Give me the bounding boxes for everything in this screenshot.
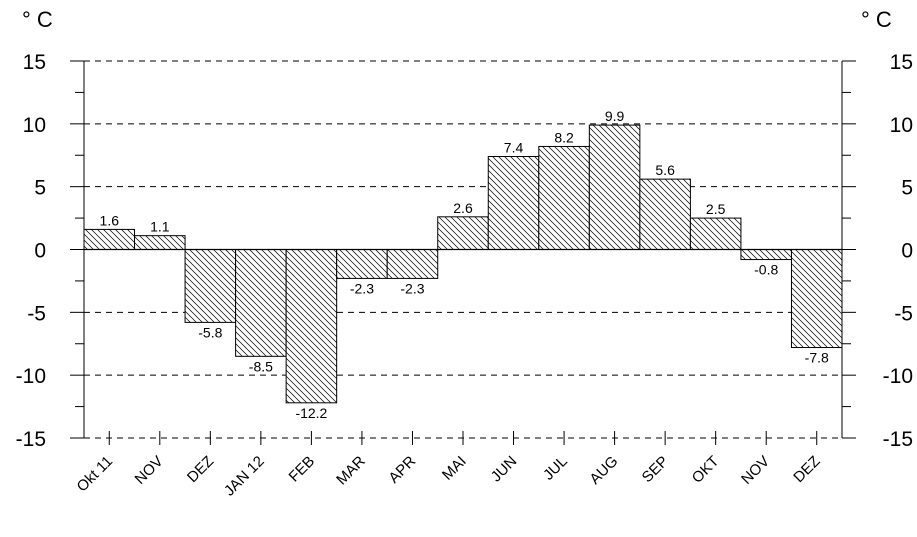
left-tick-label: -5 bbox=[27, 302, 46, 325]
bar bbox=[336, 249, 388, 279]
right-tick-label: -10 bbox=[883, 365, 913, 388]
left-tick-label: -10 bbox=[16, 365, 46, 388]
data-label: 8.2 bbox=[554, 129, 574, 145]
left-unit-label: ° C bbox=[22, 7, 53, 32]
axes bbox=[70, 60, 856, 445]
category-label: MAI bbox=[439, 453, 470, 484]
left-tick-label: 15 bbox=[23, 51, 46, 74]
data-label: 2.5 bbox=[706, 201, 726, 217]
data-label: -0.8 bbox=[754, 262, 778, 278]
bar bbox=[639, 178, 691, 250]
category-label: DEZ bbox=[184, 453, 217, 486]
category-label: NOV bbox=[738, 453, 773, 488]
bar bbox=[386, 249, 439, 279]
left-tick-label: 0 bbox=[34, 240, 46, 263]
left-tick-label: -15 bbox=[16, 428, 46, 451]
data-label: -2.3 bbox=[400, 280, 424, 296]
data-label: 2.6 bbox=[453, 200, 473, 216]
category-label: MAR bbox=[333, 453, 369, 489]
bars bbox=[83, 124, 843, 404]
right-tick-label: 15 bbox=[890, 51, 913, 74]
bar bbox=[184, 249, 237, 323]
bar bbox=[487, 156, 540, 250]
bar bbox=[588, 124, 641, 250]
category-label: SEP bbox=[639, 453, 672, 486]
bar bbox=[689, 217, 742, 250]
data-label: 5.6 bbox=[655, 162, 675, 178]
right-unit-label: ° C bbox=[861, 7, 892, 32]
labels: 15 15 10 10 5 5 0 0 -5 -5 -10 -10 -15 -15 Okt 11 1.6 NOV… bbox=[16, 51, 913, 500]
category-label: AUG bbox=[586, 453, 621, 488]
right-tick-label: 10 bbox=[890, 114, 913, 137]
bar bbox=[134, 235, 186, 250]
category-label: NOV bbox=[132, 453, 167, 488]
data-label: 1.1 bbox=[150, 219, 170, 235]
category-label: JUL bbox=[540, 453, 571, 484]
category-label: OKT bbox=[689, 453, 723, 487]
data-label: -7.8 bbox=[805, 350, 829, 366]
category-label: DEZ bbox=[790, 453, 823, 486]
right-tick-label: 0 bbox=[901, 240, 913, 263]
category-label: Okt 11 bbox=[74, 453, 116, 495]
bar bbox=[235, 249, 287, 357]
data-label: -5.8 bbox=[198, 324, 222, 340]
right-tick-label: -15 bbox=[883, 428, 913, 451]
right-tick-label: 5 bbox=[901, 177, 913, 200]
left-tick-label: 5 bbox=[34, 177, 46, 200]
category-label: JUN bbox=[488, 453, 521, 486]
bar bbox=[790, 249, 843, 349]
bar bbox=[437, 216, 489, 250]
category-label: JAN 12 bbox=[221, 453, 268, 500]
bar bbox=[740, 249, 792, 261]
bar bbox=[538, 145, 590, 251]
data-label: 9.9 bbox=[605, 108, 625, 124]
category-label: APR bbox=[385, 453, 419, 487]
right-tick-label: -5 bbox=[894, 302, 913, 325]
data-label: -8.5 bbox=[249, 358, 273, 374]
bar bbox=[285, 249, 338, 404]
data-label: -2.3 bbox=[350, 280, 374, 296]
data-label: 7.4 bbox=[504, 140, 524, 156]
data-label: -12.2 bbox=[295, 405, 327, 421]
left-tick-label: 10 bbox=[23, 114, 46, 137]
bar bbox=[83, 228, 136, 250]
data-label: 1.6 bbox=[100, 212, 120, 228]
category-label: FEB bbox=[286, 453, 319, 486]
